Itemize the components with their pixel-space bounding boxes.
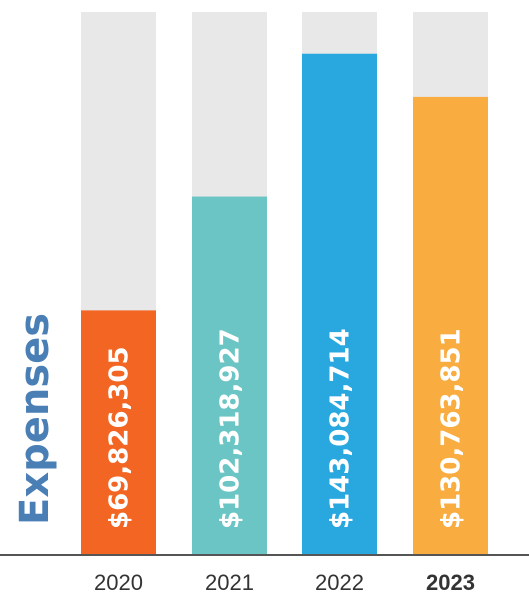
bar-value-label-2022: $143,084,714	[326, 328, 356, 529]
category-label-2021: 2021	[205, 570, 254, 595]
bar-2020	[81, 310, 156, 555]
category-labels: 2020 2021 2022 2023	[94, 570, 475, 595]
bar-2021	[192, 196, 267, 555]
bar-2023	[413, 96, 488, 556]
category-label-2022: 2022	[315, 570, 364, 595]
bar-value-labels: $69,826,305 $102,318,927 $143,084,714 $130,…	[105, 328, 467, 529]
bar-2022	[302, 53, 377, 555]
bar-value-label-2023: $130,763,851	[437, 328, 467, 529]
category-label-2020: 2020	[94, 570, 143, 595]
chart-title: Expenses	[12, 313, 58, 525]
bar-value-label-2020: $69,826,305	[105, 346, 135, 529]
category-label-2023: 2023	[426, 570, 475, 595]
bars	[81, 53, 488, 556]
bar-value-label-2021: $102,318,927	[216, 328, 246, 529]
